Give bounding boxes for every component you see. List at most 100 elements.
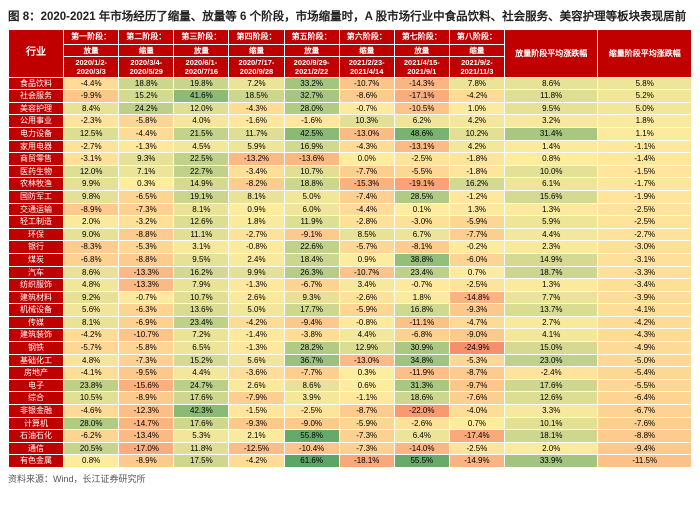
- heatmap-cell: -13.1%: [394, 140, 449, 153]
- heatmap-cell: 30.9%: [394, 342, 449, 355]
- heatmap-cell: 19.1%: [174, 190, 229, 203]
- heatmap-cell: 0.7%: [449, 417, 504, 430]
- heatmap-cell: -9.3%: [229, 417, 284, 430]
- chart-container: 图 8：2020-2021 年市场经历了缩量、放量等 6 个阶段，市场缩量时，A…: [0, 0, 700, 491]
- row-label: 交通运输: [9, 203, 64, 216]
- table-header: 行业 第一阶段： 第二阶段： 第三阶段： 第四阶段： 第五阶段： 第六阶段： 第…: [9, 30, 692, 78]
- avg-header: 缩量阶段平均涨跌幅: [598, 30, 692, 78]
- heatmap-cell: 6.5%: [174, 342, 229, 355]
- heatmap-cell: 33.9%: [504, 455, 597, 468]
- heatmap-cell: -3.1%: [64, 153, 119, 166]
- phase-range: 2020/6/1-2020/7/16: [174, 56, 229, 77]
- phase-header: 第一阶段：: [64, 30, 119, 45]
- heatmap-cell: -2.5%: [598, 216, 692, 229]
- heatmap-cell: -10.5%: [394, 102, 449, 115]
- heatmap-cell: 11.8%: [504, 90, 597, 103]
- heatmap-cell: -1.4%: [598, 153, 692, 166]
- heatmap-cell: 16.8%: [394, 304, 449, 317]
- heatmap-cell: 3.9%: [284, 392, 339, 405]
- heatmap-cell: -0.7%: [339, 102, 394, 115]
- heatmap-cell: 4.0%: [174, 115, 229, 128]
- heatmap-cell: 0.1%: [394, 203, 449, 216]
- heatmap-cell: -8.9%: [119, 392, 174, 405]
- heatmap-cell: -2.8%: [339, 216, 394, 229]
- heatmap-cell: -24.9%: [449, 342, 504, 355]
- heatmap-cell: -1.3%: [229, 279, 284, 292]
- heatmap-cell: 2.7%: [504, 316, 597, 329]
- heatmap-cell: 15.2%: [119, 90, 174, 103]
- heatmap-cell: -1.1%: [598, 140, 692, 153]
- phase-header: 第四阶段：: [229, 30, 284, 45]
- heatmap-cell: -4.2%: [229, 455, 284, 468]
- heatmap-cell: 4.1%: [504, 329, 597, 342]
- heatmap-cell: -14.0%: [394, 442, 449, 455]
- heatmap-cell: 20.5%: [64, 442, 119, 455]
- phase-type: 放量: [394, 44, 449, 56]
- heatmap-cell: 42.3%: [174, 405, 229, 418]
- table-row: 交通运输-8.9%-7.3%8.1%0.9%6.0%-4.4%0.1%1.3%1…: [9, 203, 692, 216]
- heatmap-cell: 5.2%: [598, 90, 692, 103]
- heatmap-cell: -7.9%: [229, 392, 284, 405]
- row-label: 石油石化: [9, 430, 64, 443]
- heatmap-cell: 26.3%: [284, 266, 339, 279]
- heatmap-cell: 21.5%: [174, 127, 229, 140]
- phase-range: 2020/9/29-2021/2/22: [284, 56, 339, 77]
- heatmap-cell: -0.8%: [229, 241, 284, 254]
- row-label: 钢铁: [9, 342, 64, 355]
- phase-type: 缩量: [229, 44, 284, 56]
- heatmap-cell: -6.7%: [598, 405, 692, 418]
- phase-type: 缩量: [119, 44, 174, 56]
- heatmap-cell: -4.3%: [598, 329, 692, 342]
- heatmap-cell: -9.0%: [449, 329, 504, 342]
- source-note: 资料来源：Wind，长江证券研究所: [8, 472, 692, 485]
- table-row: 石油石化-6.2%-13.4%5.3%2.1%55.8%-7.3%6.4%-17…: [9, 430, 692, 443]
- heatmap-cell: 3.2%: [504, 115, 597, 128]
- table-row: 食品饮料-4.4%18.8%19.8%7.2%33.2%-10.7%-14.3%…: [9, 77, 692, 90]
- heatmap-cell: 23.8%: [64, 379, 119, 392]
- table-row: 家用电器-2.7%-1.3%4.5%5.9%16.9%-4.3%-13.1%4.…: [9, 140, 692, 153]
- heatmap-cell: -2.6%: [339, 291, 394, 304]
- table-row: 纺织服饰4.8%-13.3%7.9%-1.3%-6.7%3.4%-0.7%-2.…: [9, 279, 692, 292]
- heatmap-cell: 1.3%: [504, 279, 597, 292]
- heatmap-cell: -4.1%: [598, 304, 692, 317]
- heatmap-cell: 4.2%: [449, 115, 504, 128]
- heatmap-cell: -3.0%: [394, 216, 449, 229]
- heatmap-cell: 1.1%: [598, 127, 692, 140]
- heatmap-cell: -10.7%: [119, 329, 174, 342]
- phase-type: 放量: [174, 44, 229, 56]
- heatmap-cell: 18.8%: [119, 77, 174, 90]
- heatmap-cell: -4.2%: [449, 90, 504, 103]
- heatmap-cell: -2.7%: [64, 140, 119, 153]
- heatmap-cell: -11.9%: [394, 367, 449, 380]
- heatmap-cell: -3.6%: [229, 367, 284, 380]
- heatmap-cell: 1.4%: [504, 140, 597, 153]
- heatmap-cell: -1.8%: [449, 153, 504, 166]
- table-row: 计算机28.0%-14.7%17.6%-9.3%-9.0%-5.9%-2.6%0…: [9, 417, 692, 430]
- heatmap-cell: 18.5%: [229, 90, 284, 103]
- heatmap-cell: -7.3%: [339, 430, 394, 443]
- heatmap-cell: -1.6%: [284, 115, 339, 128]
- heatmap-cell: 17.5%: [174, 455, 229, 468]
- table-row: 电子23.8%-15.6%24.7%2.6%8.6%0.6%31.3%-9.7%…: [9, 379, 692, 392]
- heatmap-cell: 5.0%: [598, 102, 692, 115]
- heatmap-cell: 38.8%: [394, 253, 449, 266]
- heatmap-cell: 3.4%: [339, 279, 394, 292]
- heatmap-cell: 4.4%: [174, 367, 229, 380]
- heatmap-cell: -14.9%: [449, 455, 504, 468]
- table-row: 基础化工4.8%-7.3%15.2%5.6%36.7%-13.0%34.8%-5…: [9, 354, 692, 367]
- heatmap-cell: 3.3%: [504, 405, 597, 418]
- heatmap-cell: 8.4%: [64, 102, 119, 115]
- heatmap-cell: -6.4%: [598, 392, 692, 405]
- heatmap-cell: 8.1%: [64, 316, 119, 329]
- heatmap-cell: 41.6%: [174, 90, 229, 103]
- heatmap-cell: -2.5%: [449, 279, 504, 292]
- heatmap-cell: -13.6%: [284, 153, 339, 166]
- heatmap-cell: 11.8%: [174, 442, 229, 455]
- phase-type: 缩量: [449, 44, 504, 56]
- heatmap-cell: 6.2%: [394, 115, 449, 128]
- heatmap-cell: 31.4%: [504, 127, 597, 140]
- row-label: 房地产: [9, 367, 64, 380]
- phase-range: 2020/1/2-2020/3/3: [64, 56, 119, 77]
- table-row: 钢铁-5.7%-5.8%6.5%-1.3%28.2%12.9%30.9%-24.…: [9, 342, 692, 355]
- heatmap-cell: 9.0%: [64, 228, 119, 241]
